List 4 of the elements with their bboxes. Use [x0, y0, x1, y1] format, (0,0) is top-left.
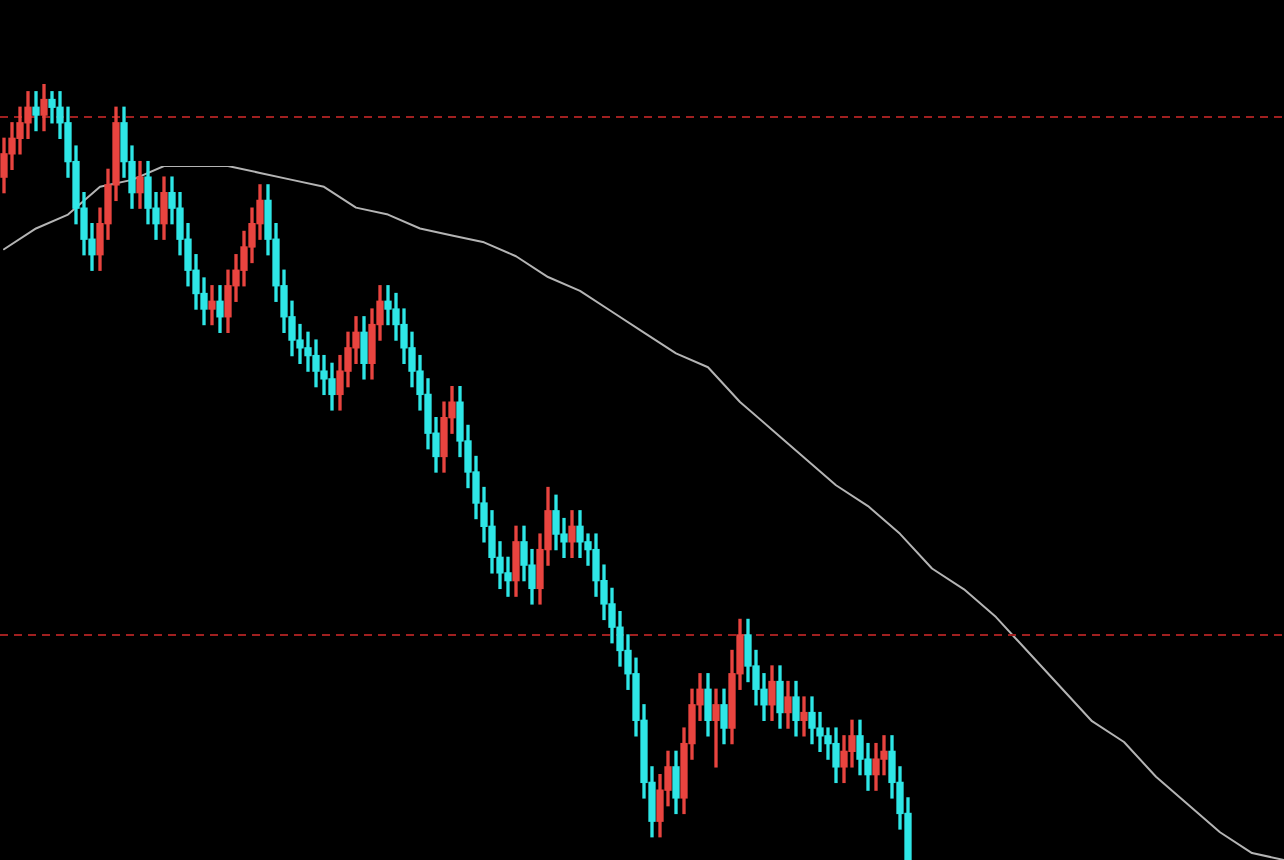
candlestick: [800, 696, 808, 737]
candlestick: [32, 91, 40, 132]
candlestick: [712, 688, 720, 768]
candlestick: [208, 285, 216, 326]
